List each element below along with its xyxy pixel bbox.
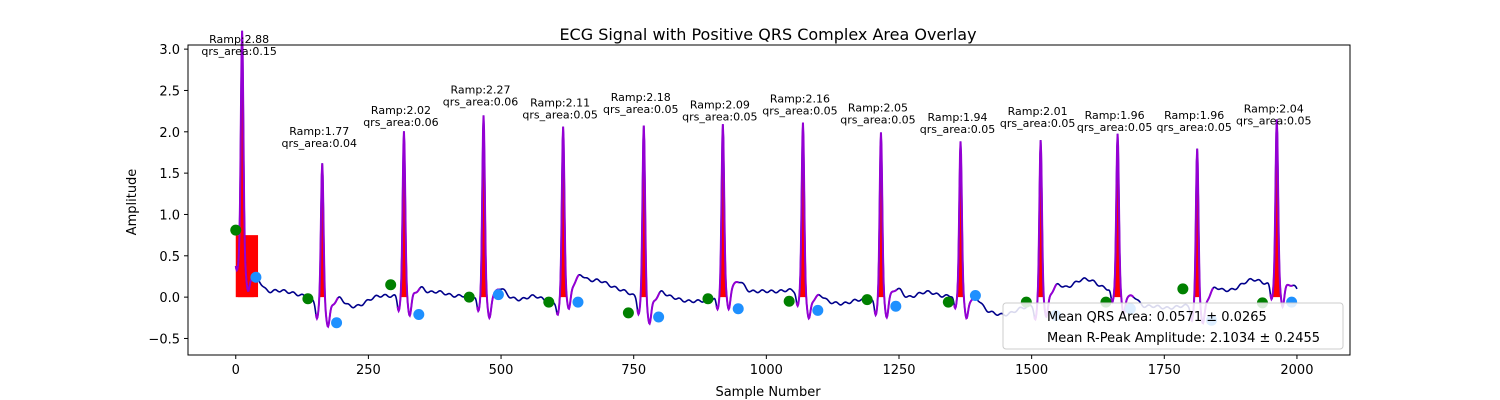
s-point-marker	[413, 308, 425, 320]
ramp-annotation: Ramp:1.96	[1085, 109, 1145, 122]
qrs-area-annotation: qrs_area:0.06	[363, 116, 438, 129]
ramp-annotation: Ramp:2.02	[371, 104, 431, 117]
y-axis-label: Amplitude	[125, 169, 140, 236]
qrs-segment-line	[555, 126, 580, 317]
ramp-annotation: Ramp:1.94	[928, 111, 988, 124]
qrs-area-annotation: qrs_area:0.15	[201, 45, 276, 58]
qrs-segment-line	[1189, 148, 1214, 325]
legend-box	[1002, 302, 1344, 350]
s-point-marker	[572, 296, 584, 308]
qrs-segment-line	[715, 124, 739, 312]
y-tick-label: 3.0	[159, 43, 180, 58]
qrs-area-annotation: qrs_area:0.04	[282, 137, 357, 150]
plot-frame	[187, 44, 1351, 356]
x-tick-label: 1250	[882, 363, 915, 378]
s-point-marker	[653, 311, 665, 323]
ramp-annotation: Ramp:2.05	[848, 102, 908, 115]
qrs-segment-line	[1110, 133, 1135, 316]
ramp-annotation: Ramp:2.09	[690, 98, 750, 111]
qrs-area-annotation: qrs_area:0.05	[682, 110, 757, 123]
x-tick-label: 1500	[1015, 363, 1048, 378]
qrs-segment-line	[636, 125, 661, 326]
qrs-area-fill	[876, 132, 886, 298]
s-point-marker	[890, 300, 902, 312]
y-tick-label: 0.0	[159, 291, 180, 306]
s-point-marker	[331, 317, 343, 329]
q-point-marker	[302, 293, 314, 305]
qrs-area-fill	[1036, 140, 1045, 298]
q-point-marker	[702, 293, 714, 305]
qrs-area-annotation: qrs_area:0.05	[1236, 114, 1311, 127]
ramp-annotation: Ramp:2.27	[451, 83, 511, 96]
ramp-annotation: Ramp:2.11	[530, 97, 590, 110]
qrs-area-annotation: qrs_area:0.06	[443, 95, 518, 108]
q-point-marker	[230, 224, 242, 236]
y-tick-label: 1.0	[159, 208, 180, 223]
s-point-marker	[492, 289, 504, 301]
ramp-annotation: Ramp:1.96	[1164, 109, 1224, 122]
qrs-area-annotation: qrs_area:0.05	[1077, 121, 1152, 134]
qrs-area-annotation: qrs_area:0.05	[762, 105, 837, 118]
qrs-area-annotation: qrs_area:0.05	[522, 109, 597, 122]
x-tick-label: 1750	[1148, 363, 1181, 378]
qrs-area-fill	[479, 115, 488, 298]
qrs-segment-line	[476, 115, 500, 321]
x-tick-label: 0	[232, 363, 240, 378]
s-point-marker	[732, 303, 744, 315]
y-tick-label: 2.5	[159, 84, 180, 99]
q-point-marker	[783, 295, 795, 307]
q-point-marker	[622, 307, 634, 319]
qrs-segment-line	[314, 163, 339, 329]
legend-entry: Mean R-Peak Amplitude: 2.1034 ± 0.2455	[1047, 331, 1320, 346]
y-tick-label: 2.0	[159, 126, 180, 141]
x-tick-label: 750	[621, 363, 646, 378]
qrs-segment-line	[1033, 140, 1058, 322]
x-tick-label: 250	[356, 363, 381, 378]
qrs-segment-line	[795, 122, 819, 321]
qrs-segment-line	[396, 131, 421, 318]
ramp-annotation: Ramp:2.18	[611, 91, 671, 104]
ramp-annotation: Ramp:2.04	[1244, 102, 1304, 115]
ramp-annotation: Ramp:2.16	[770, 93, 830, 106]
y-tick-label: −0.5	[148, 332, 180, 347]
x-tick-label: 500	[489, 363, 514, 378]
q-point-marker	[463, 291, 475, 303]
ramp-annotation: Ramp:2.01	[1008, 105, 1068, 118]
legend: Mean QRS Area: 0.0571 ± 0.0265 Mean R-Pea…	[1002, 302, 1344, 350]
y-tick-label: 1.5	[159, 167, 180, 182]
q-point-marker	[861, 294, 873, 306]
q-point-marker	[1177, 283, 1189, 295]
qrs-area-annotation: qrs_area:0.05	[1156, 121, 1231, 134]
x-tick-label: 2000	[1280, 363, 1313, 378]
qrs-area-fill	[235, 235, 259, 298]
ramp-annotation: Ramp:2.88	[209, 33, 269, 46]
q-point-marker	[385, 279, 397, 291]
qrs-area-fill	[318, 163, 327, 298]
y-tick-label: 0.5	[159, 250, 180, 265]
qrs-area-annotation: qrs_area:0.05	[603, 103, 678, 116]
s-point-marker	[250, 271, 262, 283]
qrs-area-fill	[1192, 148, 1202, 298]
qrs-segment-line	[1269, 119, 1293, 310]
s-point-marker	[969, 289, 981, 301]
legend-entry: Mean QRS Area: 0.0571 ± 0.0265	[1047, 310, 1267, 325]
qrs-area-fill	[639, 125, 649, 298]
q-point-marker	[543, 296, 555, 308]
chart-title: ECG Signal with Positive QRS Complex Are…	[559, 25, 976, 44]
ramp-annotation: Ramp:1.77	[289, 125, 349, 138]
x-axis-label: Sample Number	[715, 385, 821, 400]
s-point-marker	[812, 304, 824, 316]
x-tick-label: 1000	[750, 363, 783, 378]
qrs-area-annotation: qrs_area:0.05	[920, 123, 995, 136]
qrs-area-annotation: qrs_area:0.05	[840, 114, 915, 127]
qrs-segment-line	[873, 132, 898, 320]
qrs-area-annotation: qrs_area:0.05	[1000, 117, 1075, 130]
q-point-marker	[942, 296, 954, 308]
